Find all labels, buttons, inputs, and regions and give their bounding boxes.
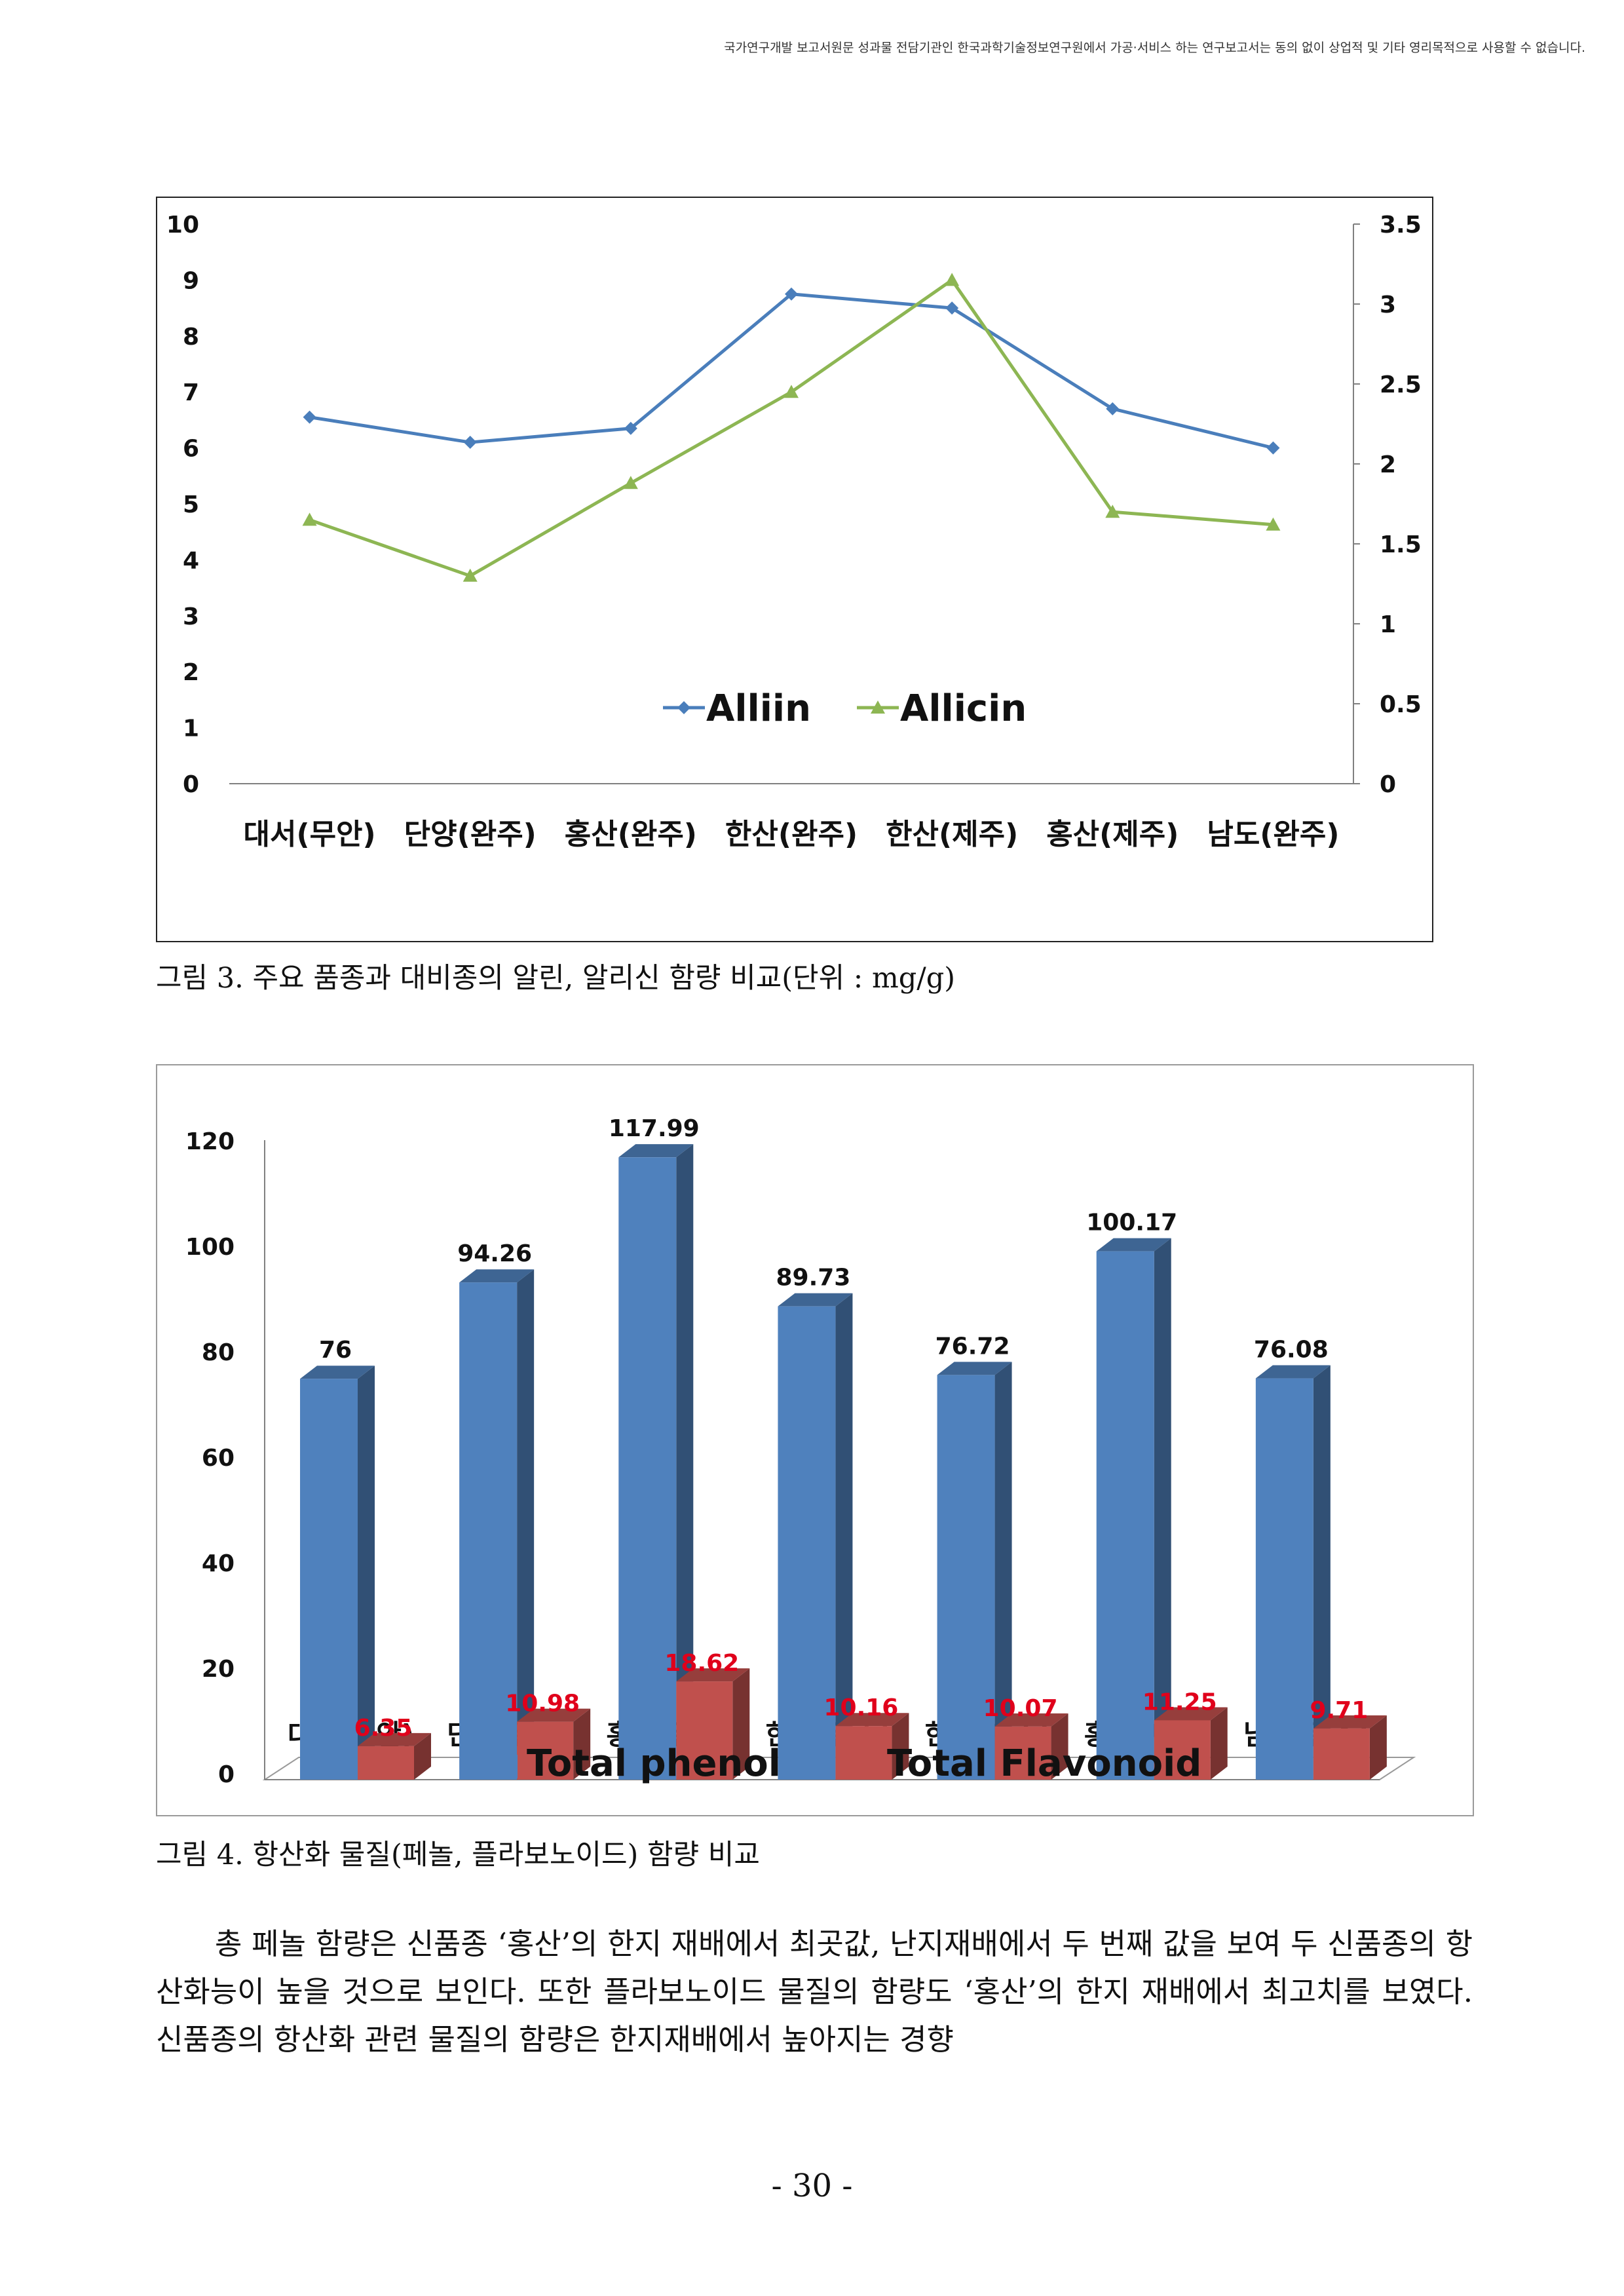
alliin-allicin-line-chart: 0 1 2 3 4 5 6 7 8 9 10 0 0.5 1 1.5 2 2.5 3 3.5 대서(무안) 단양(완주)… (156, 197, 1433, 942)
data-point-allicin (945, 273, 959, 286)
left-y-tick-label: 8 (183, 324, 199, 351)
right-y-tick-label: 0 (1380, 771, 1396, 798)
figure-3-caption: 그림 3. 주요 품종과 대비종의 알린, 알리신 함량 비교(단위 : mg/… (156, 955, 955, 996)
right-y-tick-label: 2.5 (1380, 372, 1422, 398)
left-y-tick-label: 9 (183, 267, 199, 294)
body-paragraph: 총 페놀 함량은 신품종 ‘홍산’의 한지 재배에서 최곳값, 난지재배에서 두… (156, 1920, 1473, 2063)
bar-total-phenol (618, 1157, 676, 1780)
right-y-tick-label: 2 (1380, 451, 1396, 478)
right-y-tick-label: 1.5 (1380, 531, 1422, 558)
legend-swatch-total-phenol (494, 1755, 518, 1778)
data-label-total-flavonoid: 10.07 (983, 1695, 1058, 1722)
data-label-total-phenol: 76.72 (935, 1333, 1010, 1360)
y-tick-label: 120 (185, 1128, 235, 1155)
x-category-label: 단양(완주) (404, 818, 537, 851)
data-label-total-flavonoid: 10.16 (823, 1694, 898, 1721)
y-tick-label: 20 (202, 1656, 235, 1683)
y-tick-label: 40 (202, 1550, 235, 1577)
left-y-tick-label: 10 (166, 212, 199, 239)
data-label-total-phenol: 76.08 (1254, 1337, 1329, 1364)
data-label-total-flavonoid: 10.98 (505, 1691, 580, 1717)
data-label-total-flavonoid: 18.62 (664, 1650, 739, 1677)
y-tick-label: 60 (202, 1445, 235, 1472)
bar-total-phenol (300, 1379, 358, 1780)
legend-swatch-total-flavonoid (854, 1755, 878, 1778)
y-tick-label: 100 (185, 1234, 235, 1261)
legend-marker-alliin (677, 701, 690, 714)
left-y-tick-label: 6 (183, 436, 199, 463)
legend-label-alliin: Alliin (706, 687, 811, 730)
left-y-tick-label: 1 (183, 716, 199, 742)
right-y-tick-label: 3 (1380, 292, 1396, 318)
data-label-total-flavonoid: 6.35 (354, 1715, 413, 1742)
left-y-tick-label: 4 (183, 547, 199, 574)
x-category-label: 대서(무안) (244, 818, 376, 851)
left-y-tick-label: 2 (183, 659, 199, 686)
series-line-allicin (310, 280, 1274, 575)
y-tick-label: 80 (202, 1339, 235, 1366)
y-tick-label: 0 (218, 1761, 235, 1788)
left-y-tick-label: 5 (183, 491, 199, 518)
legend-label-total-flavonoid: Total Flavonoid (887, 1742, 1201, 1785)
data-label-total-phenol: 117.99 (609, 1115, 700, 1142)
data-label-total-flavonoid: 11.25 (1142, 1689, 1217, 1715)
bar-total-phenol (1256, 1379, 1313, 1780)
data-point-alliin (303, 411, 316, 424)
right-y-tick-label: 0.5 (1380, 691, 1422, 718)
x-category-label: 홍산(완주) (565, 818, 697, 851)
bar-total-flavonoid (1313, 1729, 1370, 1780)
right-y-tick-label: 1 (1380, 611, 1396, 638)
antioxidant-bar-chart: 020406080100120대서(무안)단양(완주)홍산(완주)한산(완주)한… (156, 1064, 1474, 1816)
data-label-total-phenol: 76 (319, 1337, 352, 1364)
bar-total-flavonoid (358, 1746, 414, 1780)
data-point-allicin (624, 476, 638, 489)
x-category-label: 홍산(제주) (1046, 818, 1179, 851)
bar-chart-svg: 020406080100120대서(무안)단양(완주)홍산(완주)한산(완주)한… (157, 1065, 1473, 1815)
data-point-alliin (1266, 442, 1279, 455)
data-label-total-phenol: 100.17 (1086, 1210, 1177, 1236)
left-y-tick-label: 0 (183, 771, 199, 798)
data-point-alliin (464, 436, 477, 449)
body-text: 총 페놀 함량은 신품종 ‘홍산’의 한지 재배에서 최곳값, 난지재배에서 두… (156, 1920, 1473, 2063)
figure-4-caption: 그림 4. 항산화 물질(페놀, 플라보노이드) 함량 비교 (156, 1832, 760, 1873)
data-label-total-flavonoid: 9.71 (1310, 1697, 1368, 1724)
data-label-total-phenol: 89.73 (776, 1265, 850, 1292)
series-line-alliin (310, 294, 1274, 448)
legend-label-total-phenol: Total phenol (527, 1742, 781, 1785)
page-number: - 30 - (0, 2168, 1624, 2204)
x-category-label: 남도(완주) (1207, 818, 1339, 851)
line-chart-svg: 0 1 2 3 4 5 6 7 8 9 10 0 0.5 1 1.5 2 2.5 3 3.5 대서(무안) 단양(완주)… (157, 198, 1432, 941)
left-y-tick-label: 3 (183, 603, 199, 630)
x-category-label: 한산(완주) (725, 818, 858, 851)
left-y-tick-label: 7 (183, 379, 199, 406)
x-category-label: 한산(제주) (886, 818, 1018, 851)
copyright-notice: 국가연구개발 보고서원문 성과물 전담기관인 한국과학기술정보연구원에서 가공·… (0, 38, 1585, 56)
data-label-total-phenol: 94.26 (457, 1240, 532, 1267)
legend-label-allicin: Allicin (900, 687, 1027, 730)
data-point-allicin (303, 512, 317, 526)
right-y-tick-label: 3.5 (1380, 212, 1422, 239)
